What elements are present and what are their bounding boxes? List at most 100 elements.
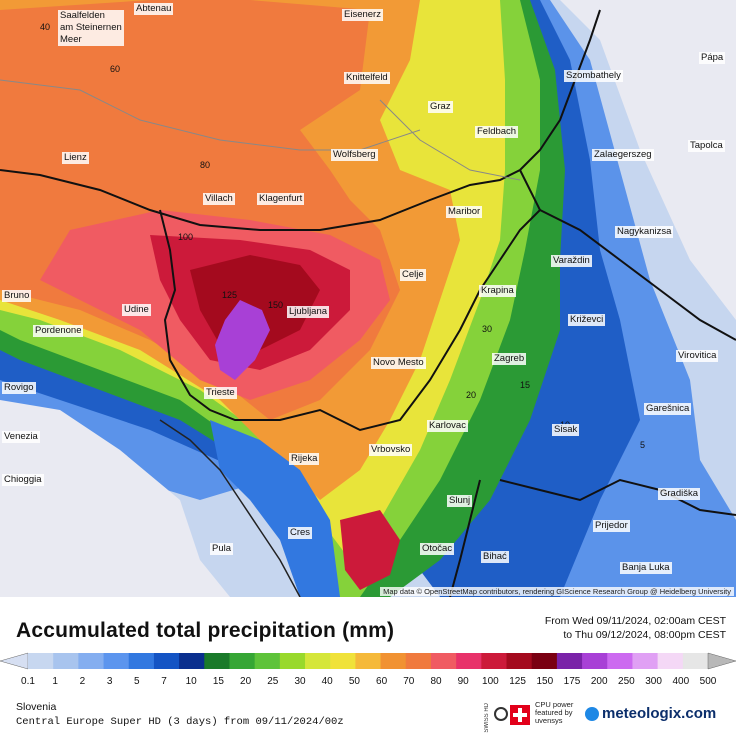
footer-panel: Accumulated total precipitation (mm) Fro…: [0, 597, 736, 736]
city-label-rijeka: Rijeka: [289, 453, 320, 465]
city-label-papa: Pápa: [699, 52, 726, 64]
legend-tick-label: 80: [430, 676, 442, 687]
city-label-chioggia: Chioggia: [2, 474, 44, 486]
city-label-otocac: Otočac: [420, 543, 455, 555]
city-label-eisenerz: Eisenerz: [342, 9, 383, 21]
legend-swatch: [556, 653, 583, 669]
model-label: Central Europe Super HD (3 days) from 09…: [16, 716, 344, 728]
value-label: 60: [110, 64, 121, 74]
city-label-krizevci: Križevci: [568, 314, 606, 326]
legend-tick-label: 15: [212, 676, 224, 687]
legend-tick-label: 250: [618, 676, 635, 687]
city-label-karlovac: Karlovac: [427, 420, 468, 432]
legend-tick-label: 60: [376, 676, 388, 687]
map-attribution: Map data © OpenStreetMap contributors, r…: [380, 587, 734, 596]
value-label: 80: [200, 160, 211, 170]
region-label: Slovenia: [16, 701, 57, 713]
legend-swatch: [607, 653, 633, 669]
cpu-power-text: CPU power featured by uvensys: [535, 700, 574, 725]
value-label: 20: [466, 390, 477, 400]
city-label-bruno: Bruno: [2, 290, 32, 302]
city-label-vrbovsko: Vrbovsko: [369, 444, 413, 456]
legend-swatch: [657, 653, 684, 669]
city-label-trieste: Trieste: [204, 387, 237, 399]
city-label-cres: Cres: [288, 527, 313, 539]
legend-swatch: [632, 653, 659, 669]
legend-swatch: [531, 653, 558, 669]
city-label-ljubljana: Ljubljana: [287, 306, 330, 318]
legend-swatch: [204, 653, 230, 669]
legend-tick-label: 3: [106, 676, 113, 687]
value-label: 15: [520, 380, 531, 390]
legend-swatch: [330, 653, 356, 669]
city-label-virovitica: Virovitica: [676, 350, 719, 362]
legend-swatch: [405, 653, 432, 669]
legend-tick-label: 200: [590, 676, 608, 687]
legend-swatch: [179, 653, 205, 669]
city-label-krapina: Krapina: [479, 285, 516, 297]
legend-tick-label: 125: [509, 676, 526, 687]
legend-tick-label: 1: [52, 676, 58, 687]
legend-swatch: [506, 653, 533, 669]
legend-tick-label: 400: [672, 676, 690, 687]
city-label-slunj: Slunj: [447, 495, 473, 507]
meteologix-brand[interactable]: meteologix.com: [602, 705, 717, 722]
legend-swatch: [78, 653, 105, 669]
legend-swatch: [582, 653, 608, 669]
value-label: 30: [482, 324, 493, 334]
city-label-sisak: Sisak: [552, 424, 580, 436]
legend-tick-label: 150: [536, 676, 554, 687]
city-label-novo-mesto: Novo Mesto: [371, 357, 426, 369]
city-label-wolfsberg: Wolfsberg: [331, 149, 378, 161]
city-label-celje: Celje: [400, 269, 426, 281]
legend-swatch: [229, 653, 256, 669]
city-label-zagreb: Zagreb: [492, 353, 527, 365]
legend-tick-label: 10: [185, 676, 197, 687]
legend-tick-label: 300: [645, 676, 662, 687]
precipitation-map[interactable]: 40 60 80 100 125 150 20 10 15 5 30 Saalf…: [0, 0, 736, 597]
city-label-pordenone: Pordenone: [33, 325, 84, 337]
legend-swatch: [305, 653, 331, 669]
legend-swatch: [128, 653, 155, 669]
city-label-szombathely: Szombathely: [564, 70, 623, 82]
value-label: 5: [640, 440, 646, 450]
legend-swatch: [153, 653, 180, 669]
city-label-knittelfeld: Knittelfeld: [344, 72, 390, 84]
legend-tick-label: 0.1: [21, 676, 35, 687]
city-label-juresnica: Garešnica: [644, 403, 692, 415]
city-label-prijedor: Prijedor: [593, 520, 630, 532]
legend-tick-label: 175: [563, 676, 581, 687]
legend-swatch: [355, 653, 382, 669]
swiss-hd-logo: SWISS HD: [484, 703, 490, 733]
legend-tick-label: 100: [482, 676, 499, 687]
city-label-feldbach: Feldbach: [475, 126, 519, 138]
legend-tick-label: 90: [457, 676, 469, 687]
legend-swatch: [456, 653, 482, 669]
city-label-varazdin: Varaždin: [551, 255, 592, 267]
legend-arrow-right: [707, 652, 736, 670]
city-label-lienz: Lienz: [62, 152, 89, 164]
city-label-gradiska: Gradiška: [658, 488, 701, 500]
city-label-banja-luka: Banja Luka: [620, 562, 672, 574]
time-range-to: to Thu 09/12/2024, 08:00pm CEST: [563, 629, 726, 641]
swiss-cross-icon: [510, 705, 530, 725]
legend-swatch: [28, 653, 54, 669]
city-label-villach: Villach: [203, 193, 235, 205]
city-label-venezia: Venezia: [2, 431, 40, 443]
city-label-udine: Udine: [122, 304, 151, 316]
legend-tick-label: 500: [699, 676, 717, 687]
city-label-abtenau: Abtenau: [134, 3, 174, 15]
city-label-nagykanizsa: Nagykanizsa: [615, 226, 674, 238]
legend-tick-label: 25: [267, 676, 279, 687]
value-label: 125: [222, 290, 238, 300]
legend-swatch: [53, 653, 79, 669]
value-label: 100: [178, 232, 194, 242]
legend-tick-label: 5: [134, 676, 140, 687]
legend-tick-label: 40: [321, 676, 333, 687]
value-label: 40: [40, 22, 51, 32]
time-range-from: From Wed 09/11/2024, 02:00am CEST: [544, 615, 726, 627]
city-label-pula: Pula: [210, 543, 234, 555]
legend-swatch: [481, 653, 508, 669]
legend-swatch: [682, 653, 709, 669]
city-label-rovigo: Rovigo: [2, 382, 36, 394]
